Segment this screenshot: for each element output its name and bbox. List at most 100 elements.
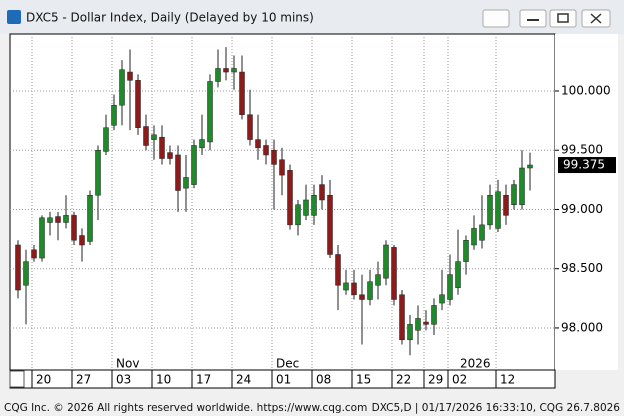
candle-body [495,191,501,229]
candle-body [359,294,365,300]
candle-body [391,247,397,300]
candle-body [127,71,133,81]
candle-body [167,152,173,159]
candle-body [423,321,429,325]
candle-body [303,199,309,216]
candle-body [135,80,141,128]
footer-status: DXC5,D | 01/17/2026 16:33:10, CQG 26.7.8… [372,402,621,414]
candle-body [503,194,509,216]
month-label: Dec [276,357,299,371]
candle-body [95,149,101,196]
minimize-button[interactable] [519,9,547,28]
candle-body [111,104,117,126]
x-tick-label: 10 [156,373,171,387]
candle-body [327,194,333,255]
window-title: DXC5 - Dollar Index, Daily (Delayed by 1… [26,11,314,25]
x-tick-label: 27 [76,373,91,387]
candle-body [367,281,373,300]
candle-body [55,216,61,223]
candle-body [439,294,445,304]
scroll-handle[interactable] [9,370,25,388]
candle-body [479,224,485,241]
candle-body [191,145,197,185]
candle-body [311,194,317,216]
maximize-button[interactable] [549,9,577,28]
candle-body [255,139,261,149]
candle-body [407,324,413,341]
candle-body [295,204,301,226]
candle-body [223,68,229,73]
x-tick-label: 22 [396,373,411,387]
candle-body [263,145,269,156]
y-tick-label: 98.000 [561,320,603,334]
maximize-icon [557,13,569,23]
candle-body [287,170,293,226]
y-tick-label: 99.500 [561,143,603,157]
plot-area [9,33,556,371]
candle-body [47,217,53,223]
month-label: 2026 [460,357,491,371]
candle-body [455,261,461,288]
link-button[interactable] [482,9,510,28]
x-tick-label: 17 [196,373,211,387]
candle-body [31,249,37,259]
candle-body [279,159,285,176]
x-tick-label: 02 [452,373,467,387]
y-axis-area [555,34,618,370]
candle-body [431,305,437,325]
last-price-box [558,157,616,174]
y-tick-label: 99.000 [561,202,603,216]
candle-body [335,254,341,286]
candle-body [79,235,85,246]
last-price-label: 99.375 [563,158,605,172]
candle-body [519,167,525,205]
candle-body [151,134,157,140]
candle-body [159,136,165,159]
candle-body [87,194,93,242]
candle-body [399,294,405,341]
candle-body [39,217,45,259]
candle-body [343,282,349,291]
candle-body [271,149,277,165]
x-tick-label: 20 [36,373,51,387]
x-tick-label: 01 [276,373,291,387]
candle-body [103,127,109,152]
candle-body [247,114,253,140]
x-tick-label: 12 [500,373,515,387]
candle-body [319,184,325,201]
candle-body [15,244,21,291]
app-icon [7,10,21,24]
y-tick-label: 100.000 [561,83,611,97]
candle-body [239,71,245,115]
footer-copyright: CQG Inc. © 2026 All rights reserved worl… [4,402,367,414]
close-icon [590,13,602,24]
x-tick-label: 15 [356,373,371,387]
candle-body [351,282,357,296]
candle-body [215,68,221,82]
y-tick-label: 98.500 [561,261,603,275]
candle-body [119,69,125,106]
candle-body [447,274,453,300]
candle-body [23,261,29,286]
candle-body [63,215,69,223]
candle-body [511,184,517,205]
x-tick-label: 03 [116,373,131,387]
candle-body [183,177,189,189]
candle-body [71,215,77,241]
status-bar [0,398,624,416]
candle-body [527,164,533,169]
candle-body [471,228,477,246]
candle-body [199,139,205,149]
month-label: Nov [116,357,139,371]
x-tick-label: 29 [428,373,443,387]
candle-body [375,274,381,286]
candle-body [175,154,181,191]
candle-body [383,244,389,279]
x-tick-label: 08 [316,373,331,387]
x-tick-label: 24 [236,373,251,387]
candle-body [487,194,493,226]
candle-body [463,240,469,262]
candle-body [143,126,149,146]
candle-body [415,318,421,331]
